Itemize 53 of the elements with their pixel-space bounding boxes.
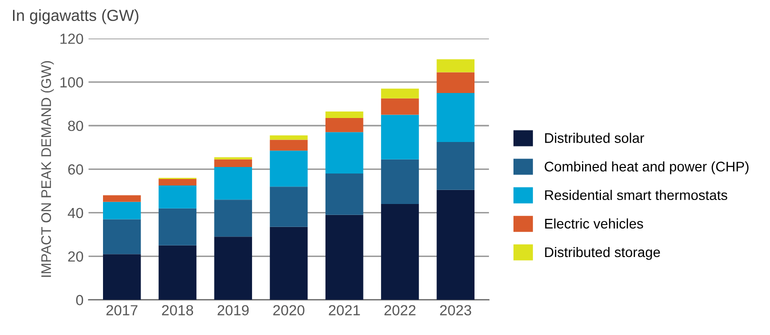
y-tick-label: 60 [68,164,84,175]
bar [325,174,364,215]
bar [270,186,308,227]
bar [381,88,419,98]
x-tick-label: 2020 [273,305,304,316]
bar [158,245,196,300]
chart-title: In gigawatts (GW) [13,9,138,24]
y-tick-label: 40 [68,208,84,218]
bar [325,111,364,118]
x-tick-label: 2017 [106,305,138,316]
bar [158,186,196,208]
y-tick-label: 80 [68,120,84,132]
y-tick-label: 100 [60,77,84,88]
bar [103,202,141,220]
legend-label: Electric vehicles [545,218,644,229]
bar [214,236,252,300]
legend-label: Combined heat and power (CHP) [544,161,749,174]
bar [214,200,252,237]
bar [103,254,141,300]
bar [381,159,419,204]
y-tick-label: 120 [60,34,84,44]
bar [436,59,474,72]
bar [325,118,364,132]
x-tick-label: 2018 [162,305,194,316]
bar [381,98,419,115]
bar [270,150,308,187]
x-tick-label: 2019 [218,305,249,316]
bar [381,204,419,300]
y-tick-label: 0 [76,294,84,306]
bar [270,135,308,140]
bar [436,72,474,93]
bar [158,208,196,246]
bar [381,114,419,160]
bar [214,167,252,200]
bar [270,226,308,300]
y-axis-title: IMPACT ON PEAK DEMAND (GW) [40,61,54,277]
y-tick-label: 20 [68,251,84,262]
bar [436,190,474,300]
bar [103,219,141,254]
bar [103,195,141,202]
legend-label: Residential smart thermostats [545,190,728,200]
legend-label: Distributed solar [545,132,644,143]
legend-label: Distributed storage [545,246,660,260]
bar [325,214,364,300]
bar [436,92,474,142]
bar [214,159,252,167]
bar [270,140,308,151]
bar [436,142,474,190]
bar [158,178,196,186]
x-tick-label: 2022 [384,305,416,316]
x-tick-label: 2023 [440,305,472,316]
x-tick-label: 2021 [328,305,360,316]
bar [325,132,364,174]
